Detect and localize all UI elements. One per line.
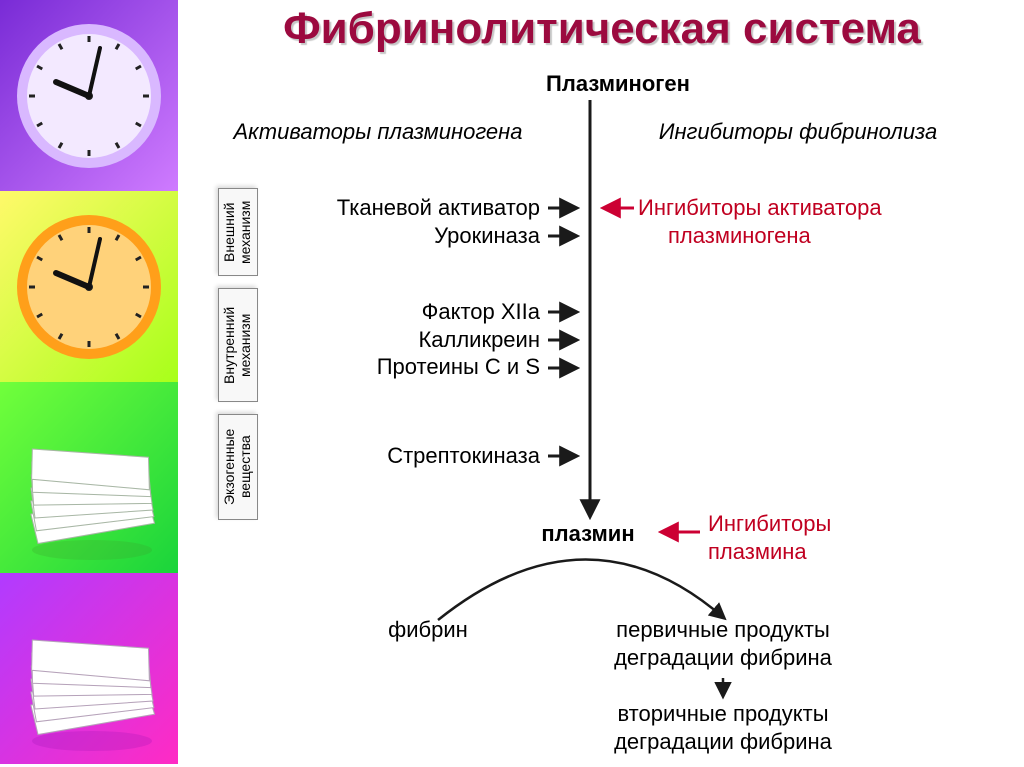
- page-title: Фибринолитическая система: [200, 4, 1004, 54]
- arc-fibrin-to-primary: [438, 559, 724, 620]
- arrows-overlay: [178, 70, 1024, 760]
- sidebar-tile-clock-orange: [0, 191, 178, 382]
- sidebar-tile-papers-magenta: [0, 573, 178, 764]
- sidebar-tile-clock-purple: [0, 0, 178, 191]
- sidebar-tile-papers-green: [0, 382, 178, 573]
- diagram-area: Плазминоген Активаторы плазминогена Инги…: [178, 70, 1024, 760]
- decorative-sidebar: [0, 0, 178, 767]
